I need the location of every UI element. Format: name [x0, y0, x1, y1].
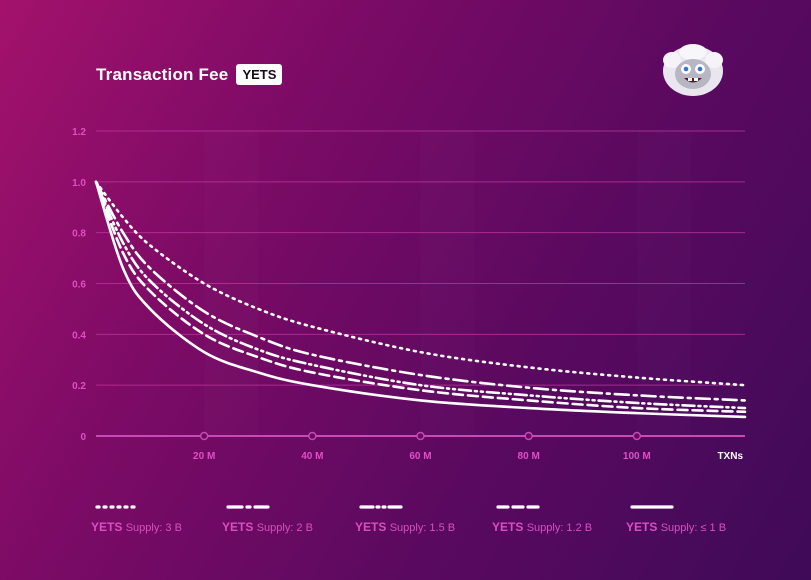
legend-label-3: YETS Supply: 1.5 B	[355, 520, 455, 534]
legend-brand: YETS	[91, 520, 126, 534]
x-tick-marker	[632, 431, 642, 441]
legend-text: Supply: 2 B	[257, 522, 313, 534]
y-tick-label: 0	[80, 432, 86, 443]
legend-brand: YETS	[492, 520, 527, 534]
yeti-mascot-icon	[660, 42, 726, 98]
series-line-2	[94, 180, 747, 402]
x-tick-marker	[308, 431, 317, 441]
x-tick-marker	[416, 431, 425, 441]
legend-label-2: YETS Supply: 2 B	[222, 520, 313, 534]
legend-brand: YETS	[222, 520, 257, 534]
y-tick-label: 0.8	[72, 229, 86, 240]
x-axis-label: TXNs	[717, 451, 743, 462]
token-badge: YETS	[236, 64, 283, 85]
x-tick-marker	[199, 431, 209, 441]
y-tick-label: 0.6	[72, 280, 86, 291]
legend-text: Supply: 1.2 B	[527, 522, 592, 534]
chart-header: Transaction Fee YETS	[96, 64, 283, 85]
legend-brand: YETS	[626, 520, 661, 534]
legend-label-4: YETS Supply: 1.2 B	[492, 520, 592, 534]
y-tick-label: 1.2	[72, 127, 86, 138]
y-tick-label: 1.0	[72, 178, 86, 189]
legend-text: Supply: ≤ 1 B	[661, 522, 726, 534]
legend-label-1: YETS Supply: 3 B	[91, 520, 182, 534]
legend-text: Supply: 1.5 B	[390, 522, 455, 534]
legend-brand: YETS	[355, 520, 390, 534]
x-tick-label: 40 M	[301, 451, 323, 462]
x-tick-label: 100 M	[623, 451, 651, 462]
series-line-1	[94, 180, 747, 387]
legend-text: Supply: 3 B	[126, 522, 182, 534]
x-tick-marker	[524, 431, 533, 441]
x-tick-label: 60 M	[409, 451, 431, 462]
series-line-4	[94, 180, 747, 414]
x-tick-label: 80 M	[518, 451, 540, 462]
legend-label-5: YETS Supply: ≤ 1 B	[626, 520, 726, 534]
series-line-3	[94, 180, 747, 410]
series-line-5	[94, 180, 747, 419]
x-tick-label: 20 M	[193, 451, 215, 462]
y-tick-label: 0.4	[72, 330, 86, 341]
y-tick-label: 0.2	[72, 381, 86, 392]
chart-title: Transaction Fee	[96, 64, 229, 84]
